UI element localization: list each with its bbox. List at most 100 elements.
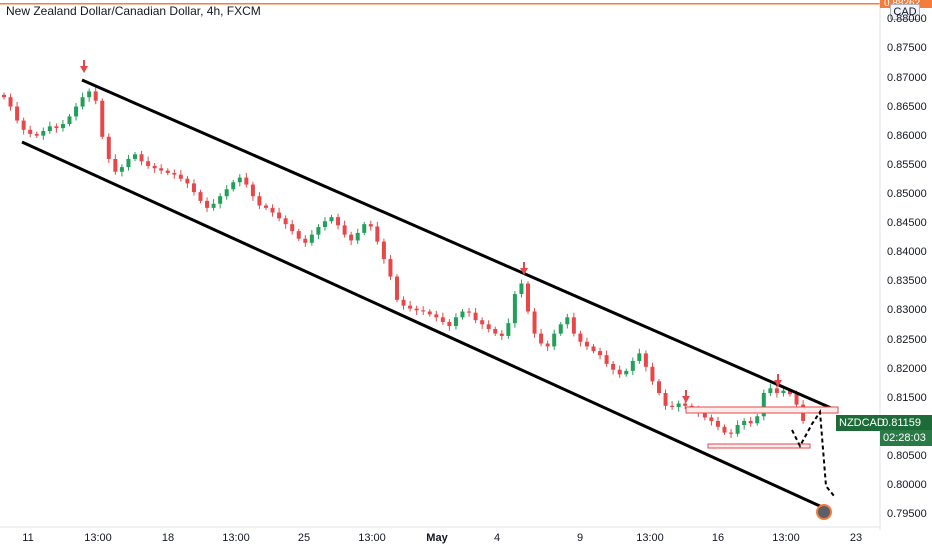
candle-body — [362, 224, 367, 233]
candle-body — [388, 259, 393, 277]
price-tick-label: 0.88000 — [887, 13, 927, 26]
candle-body — [460, 311, 465, 318]
candle-body — [15, 106, 20, 121]
candle-body — [748, 420, 753, 424]
candle-body — [290, 224, 295, 232]
candle-body — [434, 314, 439, 318]
candle-body — [591, 346, 596, 352]
candle-body — [218, 196, 223, 204]
price-tick-label: 0.86500 — [887, 100, 927, 113]
candle-body — [571, 317, 576, 334]
price-tick-label: 0.80500 — [887, 450, 927, 463]
price-tick-label: 0.83500 — [887, 275, 927, 288]
candle-body — [788, 390, 792, 395]
candle-body — [584, 341, 589, 347]
candle-body — [34, 133, 39, 136]
candle-body — [237, 177, 242, 183]
time-tick-label: 23 — [849, 532, 863, 544]
projection-path — [791, 409, 835, 497]
time-tick-label: May — [426, 532, 448, 544]
candle-body — [178, 174, 183, 179]
candle-body — [598, 351, 603, 356]
price-tick-label: 0.85000 — [887, 188, 927, 201]
candle-body — [211, 203, 216, 208]
candle-body — [100, 100, 105, 137]
candle-body — [139, 154, 144, 162]
price-tick-label: 0.84500 — [887, 217, 927, 230]
candle-body — [152, 165, 157, 169]
price-tick-label: 0.86000 — [887, 129, 927, 142]
down-arrow-icon — [520, 262, 528, 275]
candle-body — [303, 238, 308, 243]
candle-body — [624, 370, 629, 375]
time-tick-label: 9 — [576, 532, 584, 544]
candle-body — [486, 324, 491, 329]
candle-body — [761, 393, 766, 417]
candle-body — [467, 311, 472, 313]
candle-body — [146, 161, 151, 166]
resistance-zone — [685, 406, 839, 414]
candle-body — [264, 205, 268, 208]
time-tick-label: 13:00 — [222, 532, 250, 544]
candle-body — [316, 227, 321, 235]
time-tick-label: 16 — [711, 532, 725, 544]
candle-body — [512, 294, 517, 324]
down-arrow-icon — [682, 390, 690, 403]
candle-body — [67, 116, 72, 125]
candle-body — [93, 91, 98, 101]
candle-body — [578, 333, 583, 342]
candle-body — [604, 355, 609, 364]
candle-body — [395, 276, 399, 300]
candles — [2, 87, 806, 438]
candle-body — [421, 310, 426, 312]
time-tick-label: 13:00 — [84, 532, 112, 544]
candle-body — [532, 311, 537, 334]
candle-body — [277, 212, 282, 219]
price-tick-label: 0.83000 — [887, 304, 927, 317]
candle-body — [41, 131, 46, 136]
candle-body — [499, 333, 504, 336]
candle-body — [611, 363, 616, 370]
candle-body — [722, 426, 727, 433]
candle-body — [28, 129, 33, 134]
down-arrow-icon — [774, 374, 782, 387]
time-tick-label: 11 — [22, 532, 34, 544]
time-tick-label: 13:00 — [358, 532, 386, 544]
ticker-price: 0.81159 — [882, 417, 922, 429]
candle-body — [113, 158, 118, 172]
price-tick-label: 0.82000 — [887, 362, 927, 375]
price-tick-label: 0.82500 — [887, 333, 927, 346]
candle-body — [401, 299, 406, 306]
time-tick-label: 4 — [493, 532, 501, 544]
down-arrow-icon — [80, 60, 88, 73]
time-tick-label: 13:00 — [772, 532, 800, 544]
candle-body — [774, 388, 779, 393]
candle-body — [270, 207, 275, 213]
arrow-marker — [80, 60, 782, 403]
candle-body — [702, 412, 707, 418]
candle-body — [126, 158, 131, 168]
candle-body — [545, 343, 550, 347]
candle-body — [768, 388, 773, 393]
candle-body — [408, 305, 413, 309]
candle-body — [781, 390, 786, 393]
candle-body — [794, 394, 799, 405]
candle-body — [74, 106, 79, 117]
candle-body — [283, 218, 288, 225]
price-tick-label: 0.85500 — [887, 158, 927, 171]
candle-body — [670, 405, 675, 407]
ticker-symbol: NZDCAD — [839, 417, 885, 429]
candle-body — [87, 91, 92, 98]
candle-body — [244, 177, 249, 185]
candle-body — [355, 232, 360, 241]
currency-button[interactable]: CAD — [890, 4, 920, 20]
candle-body — [709, 417, 714, 421]
candle-body — [735, 425, 740, 434]
candle-body — [47, 126, 52, 131]
price-tick-label: 0.80000 — [887, 479, 927, 492]
time-tick-label: 25 — [297, 532, 311, 544]
candle-body — [205, 200, 210, 208]
candle-body — [637, 353, 642, 361]
candle-body — [493, 328, 498, 334]
